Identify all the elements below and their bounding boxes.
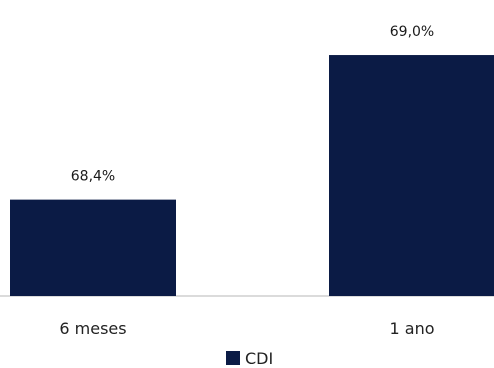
legend-swatch bbox=[226, 351, 240, 365]
data-label-1: 69,0% bbox=[390, 24, 434, 40]
x-tick-labels-layer: 6 meses 1 ano bbox=[59, 319, 434, 338]
legend-label: CDI bbox=[245, 349, 273, 368]
legend: CDI bbox=[226, 349, 273, 368]
data-labels-layer: 68,4% 69,0% bbox=[71, 24, 434, 185]
x-tick-label-0: 6 meses bbox=[59, 319, 126, 338]
bar-1 bbox=[329, 55, 494, 296]
x-tick-label-1: 1 ano bbox=[390, 319, 435, 338]
bar-0 bbox=[10, 199, 176, 296]
bars-layer bbox=[10, 55, 494, 296]
data-label-0: 68,4% bbox=[71, 169, 115, 185]
